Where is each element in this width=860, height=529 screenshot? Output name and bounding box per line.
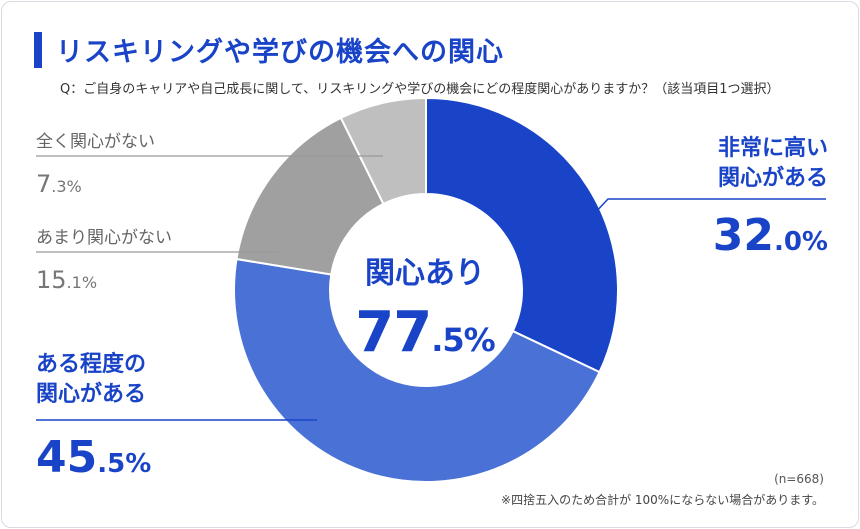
title-accent-bar xyxy=(34,32,42,68)
slice-very-interested xyxy=(425,96,619,374)
survey-question: Q：ご自身のキャリアや自己成長に関して、リスキリングや学びの機会にどの程度関心が… xyxy=(60,82,780,97)
label-very-interested: 非常に高い 関心がある xyxy=(706,134,828,194)
chart-title: リスキリングや学びの機会への関心 xyxy=(56,37,504,68)
label-very-line-2: 関心がある xyxy=(717,166,828,191)
center-value: 77.5% xyxy=(355,300,495,365)
label-very-line-1: 非常に高い xyxy=(717,136,828,161)
rounding-note: ※四捨五入のため合計が 100%にならない場合があります。 xyxy=(501,493,824,507)
center-label: 関心あり xyxy=(365,256,485,291)
sample-size-note: (n=668) xyxy=(774,472,824,486)
label-not-very: あまり関心がない xyxy=(36,228,172,248)
leader-line-very xyxy=(576,198,826,233)
value-somewhat-interested: 45.5% xyxy=(36,432,152,483)
value-not-very: 15.1% xyxy=(36,266,98,294)
slice-not-at-all xyxy=(339,96,427,206)
slice-somewhat-interested xyxy=(233,257,601,483)
label-somewhat-interested: ある程度の 関心がある xyxy=(36,350,146,410)
value-very-interested: 32.0% xyxy=(712,210,828,261)
label-not-at-all: 全く関心がない xyxy=(36,132,155,152)
label-somewhat-line-2: 関心がある xyxy=(36,382,147,407)
value-not-at-all: 7.3% xyxy=(36,170,82,198)
label-somewhat-line-1: ある程度の xyxy=(36,352,147,377)
